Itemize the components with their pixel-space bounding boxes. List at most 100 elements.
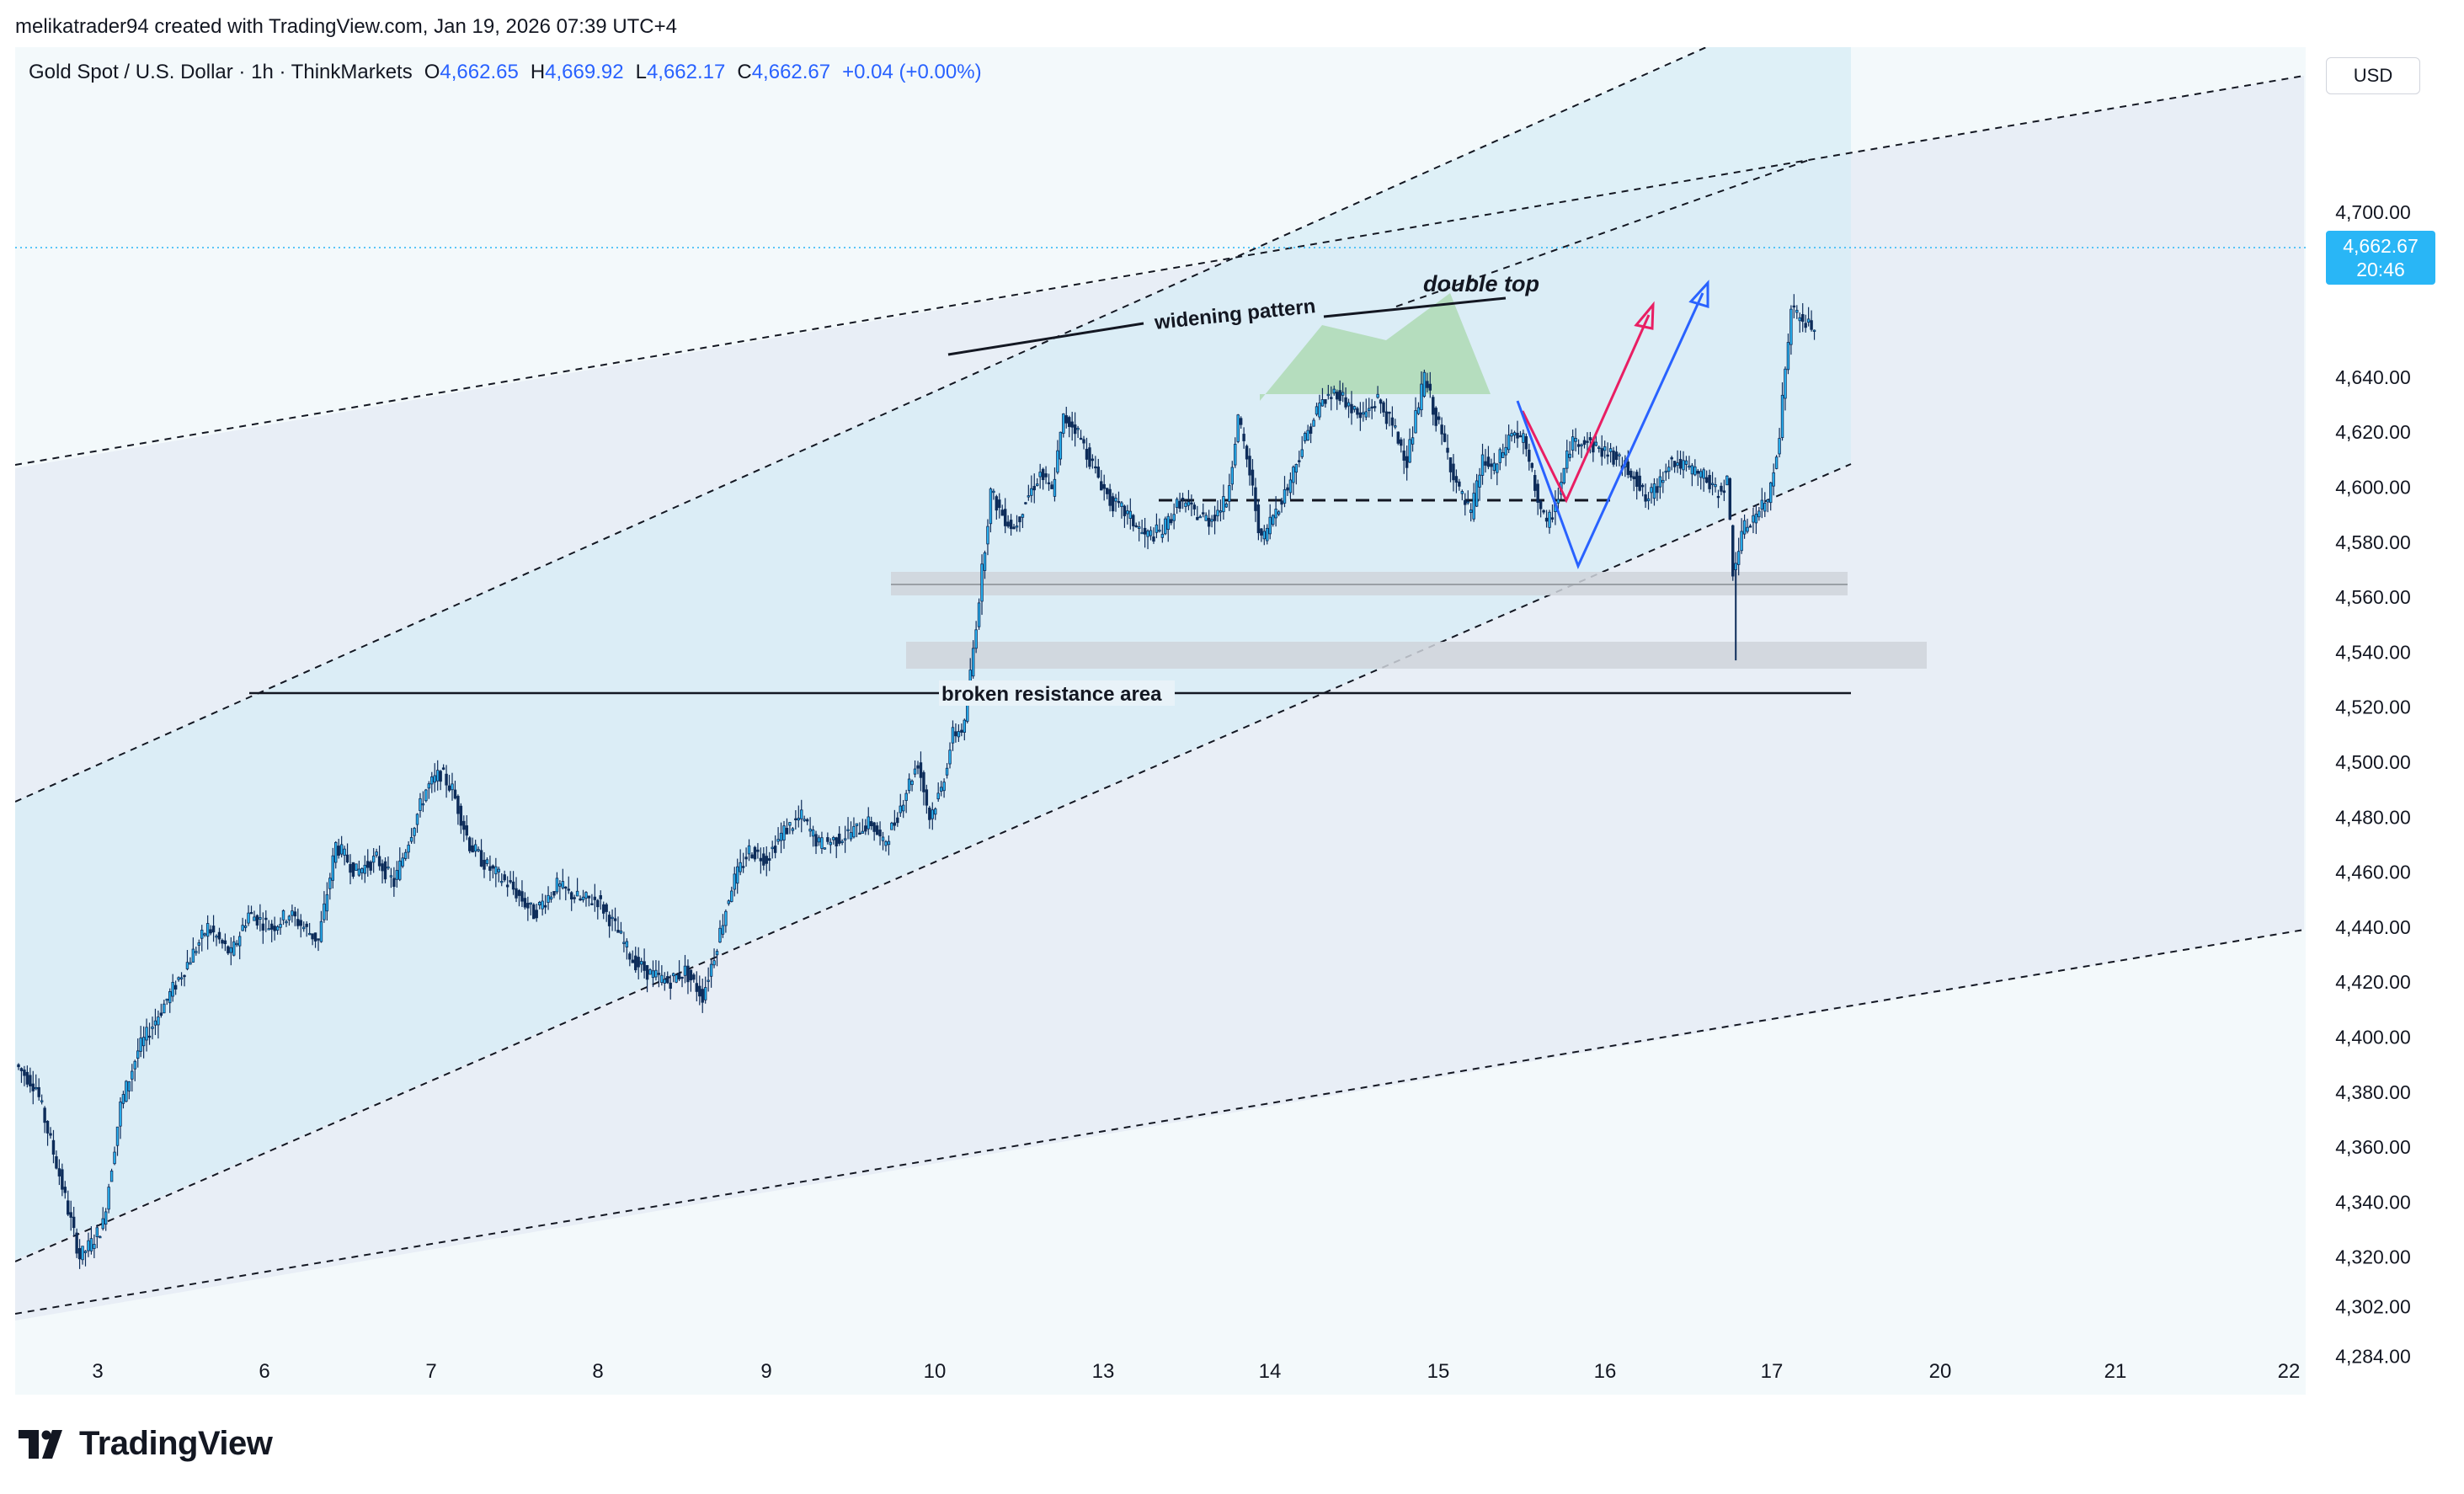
- candle-body: [1458, 481, 1461, 487]
- candle-body: [1330, 397, 1333, 399]
- x-tick-label: 3: [92, 1360, 103, 1383]
- candle-body: [205, 923, 210, 937]
- candle-body: [1426, 381, 1429, 388]
- chart-panel[interactable]: widening pattern double top broken resis…: [15, 47, 2449, 1395]
- candle-body: [419, 798, 422, 811]
- candle-body: [1350, 403, 1353, 414]
- candle-body: [1437, 416, 1441, 420]
- candle-body: [1224, 503, 1229, 508]
- candle-body: [63, 1187, 67, 1193]
- candle-body: [104, 1211, 108, 1225]
- candle-body: [1382, 402, 1385, 413]
- candle-body: [439, 771, 442, 782]
- candle-body: [1202, 512, 1205, 515]
- candle-body: [919, 762, 923, 778]
- candle-body: [1443, 433, 1447, 442]
- candle-body: [1062, 413, 1065, 435]
- candle-body: [771, 846, 774, 850]
- candle-body: [1658, 476, 1662, 488]
- y-tick-label: 4,700.00: [2335, 201, 2411, 223]
- candle-body: [1536, 483, 1539, 504]
- y-tick-label: 4,560.00: [2335, 586, 2411, 608]
- candle-body: [523, 898, 527, 908]
- candle-body: [456, 796, 460, 814]
- candle-body: [794, 818, 797, 821]
- candle-body: [741, 866, 745, 868]
- candle-body: [730, 890, 733, 902]
- candle-body: [1795, 309, 1799, 313]
- y-tick-label: 4,620.00: [2335, 421, 2411, 443]
- candle-body: [552, 891, 556, 896]
- candle-body: [1416, 407, 1421, 414]
- candle-body: [974, 629, 978, 649]
- candle-body: [750, 854, 754, 859]
- candle-body: [1181, 498, 1185, 500]
- candle-body: [724, 910, 728, 926]
- candle-body: [479, 850, 483, 867]
- candle-body: [1533, 475, 1537, 491]
- x-tick-label: 20: [1929, 1360, 1952, 1383]
- candle-body: [1184, 502, 1187, 507]
- tradingview-logo[interactable]: TradingView: [19, 1425, 273, 1463]
- candle-body: [1486, 456, 1491, 467]
- candle-body: [1740, 531, 1743, 552]
- candle-body: [535, 910, 538, 919]
- candle-body: [299, 920, 302, 926]
- symbol-label[interactable]: Gold Spot / U.S. Dollar · 1h · ThinkMark…: [29, 61, 413, 83]
- x-tick-label: 8: [592, 1360, 603, 1383]
- candle-body: [1102, 483, 1106, 489]
- candle-body: [1460, 491, 1464, 494]
- candle-body: [109, 1171, 114, 1182]
- candle-body: [259, 916, 262, 920]
- candle-body: [712, 960, 716, 966]
- candle-body: [1760, 499, 1764, 510]
- candle-body: [264, 917, 268, 920]
- candle-body: [1021, 514, 1025, 518]
- candle-body: [177, 977, 180, 980]
- y-tick-label: 4,640.00: [2335, 366, 2411, 388]
- candle-body: [858, 832, 861, 835]
- candle-body: [1271, 515, 1275, 526]
- candle-body: [377, 856, 381, 867]
- candle-body: [515, 888, 518, 899]
- candle-body: [913, 768, 917, 775]
- candle-body: [183, 974, 186, 978]
- price-axis[interactable]: 4,700.004,680.004,640.004,620.004,600.00…: [2335, 201, 2411, 1367]
- x-tick-label: 17: [1761, 1360, 1784, 1383]
- candle-body: [1696, 470, 1700, 474]
- candle-body: [788, 822, 792, 826]
- candle-body: [957, 731, 961, 738]
- candle-body: [986, 526, 989, 545]
- candle-body: [67, 1200, 70, 1215]
- candle-body: [1562, 467, 1566, 483]
- time-axis[interactable]: 3 6 7 8 9 10 13 14 15 16 17 20 21 22: [92, 1360, 2300, 1383]
- candle-body: [1294, 464, 1299, 473]
- candle-body: [1504, 446, 1507, 456]
- candle-body: [1496, 463, 1499, 473]
- x-tick-label: 15: [1427, 1360, 1450, 1383]
- price-label-value: 4,662.67: [2343, 235, 2419, 257]
- candle-body: [1568, 453, 1571, 458]
- candle-body: [1260, 528, 1263, 536]
- candle-body: [357, 868, 361, 876]
- candle-body: [1096, 467, 1101, 478]
- candle-body: [1315, 406, 1319, 415]
- candle-body: [273, 926, 276, 931]
- candle-body: [1542, 510, 1545, 513]
- candle-body: [596, 899, 600, 908]
- candle-body: [375, 851, 378, 856]
- candle-body: [840, 840, 844, 843]
- candle-body: [31, 1083, 35, 1091]
- candle-body: [107, 1187, 110, 1210]
- candle-body: [1277, 511, 1281, 515]
- open-value: 4,662.65: [440, 61, 519, 83]
- candle-body: [677, 973, 681, 979]
- candle-body: [1571, 436, 1575, 451]
- candle-body: [1480, 454, 1485, 476]
- candle-body: [765, 856, 768, 864]
- currency-button[interactable]: USD: [2326, 57, 2420, 94]
- candle-body: [590, 903, 594, 905]
- candle-body: [1306, 430, 1309, 440]
- candle-body: [1198, 515, 1202, 519]
- candle-body: [1394, 425, 1397, 428]
